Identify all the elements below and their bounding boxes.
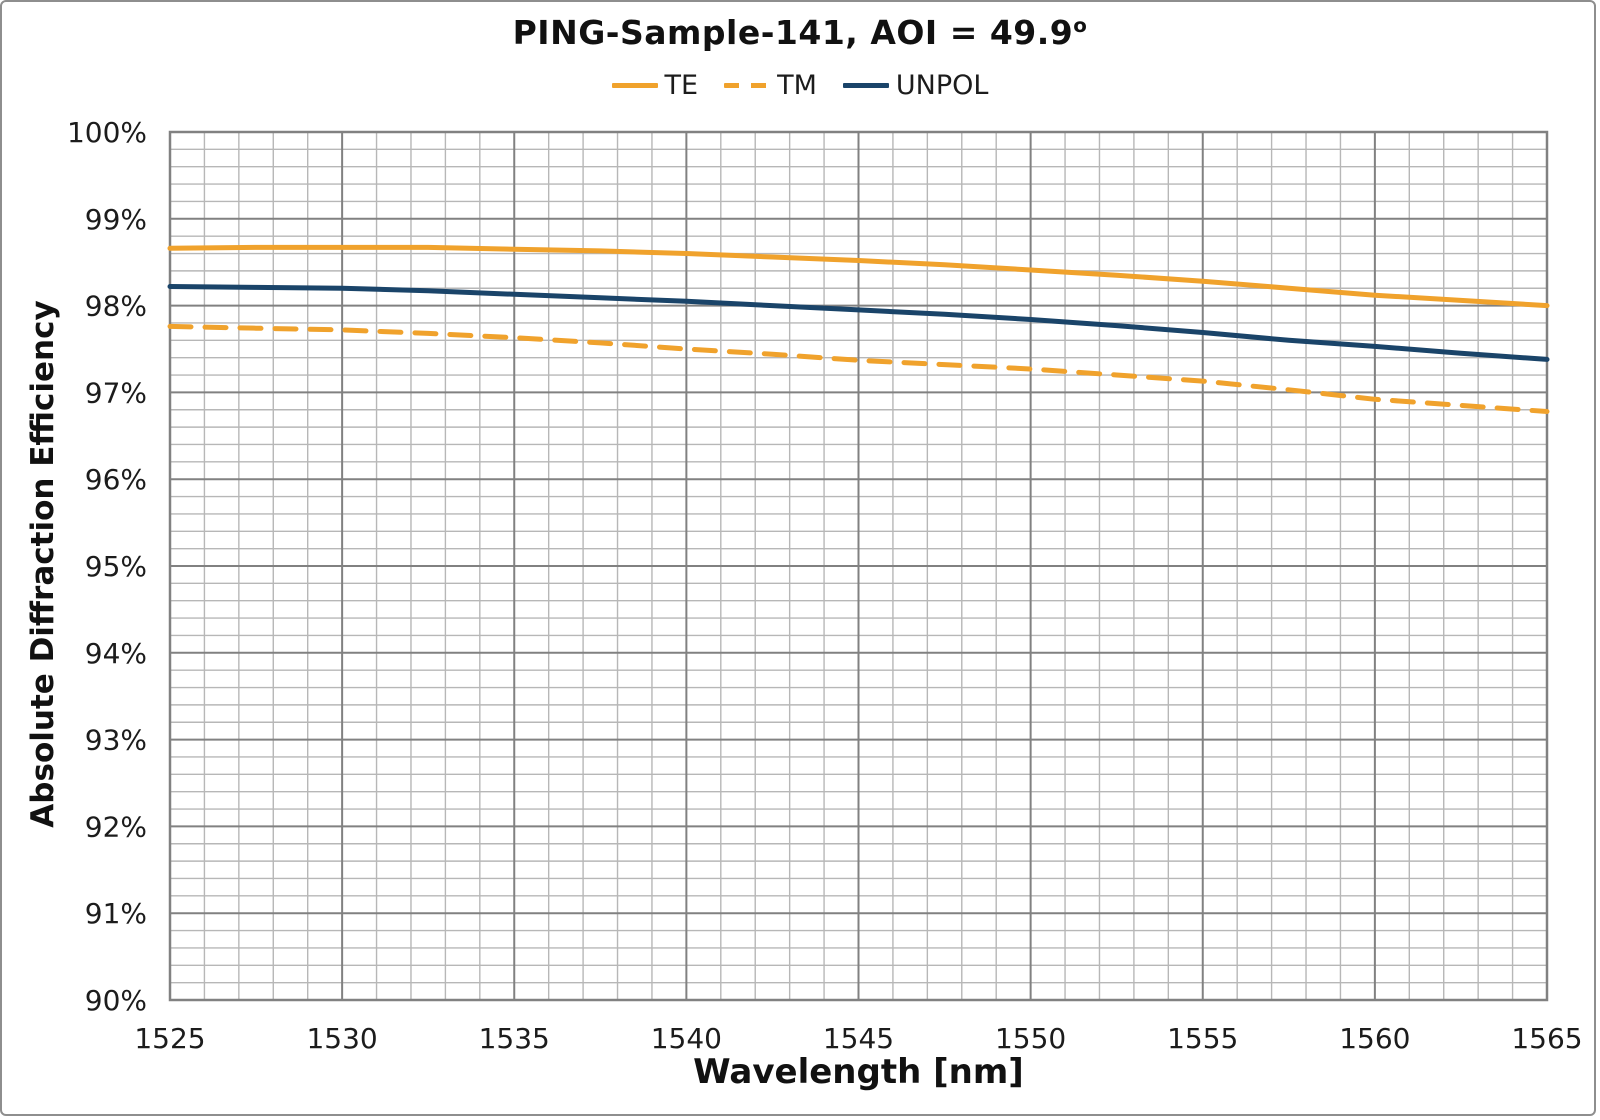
x-axis-tick-labels: 1525 1530 1535 1540 1545 1550 1555 1560 1565 bbox=[134, 1022, 1582, 1055]
y-tick-label: 96% bbox=[85, 463, 147, 496]
x-tick-label: 1560 bbox=[1339, 1022, 1410, 1055]
y-tick-label: 93% bbox=[85, 724, 147, 757]
x-tick-label: 1525 bbox=[134, 1022, 205, 1055]
x-tick-label: 1535 bbox=[479, 1022, 550, 1055]
y-axis-tick-labels: 100% 99% 98% 97% 96% 95% 94% 93% 92% 91% 90% bbox=[67, 116, 147, 1017]
unpol-line-swatch-icon bbox=[842, 83, 889, 88]
plot-border bbox=[168, 130, 1549, 1002]
legend-item-unpol: UNPOL bbox=[842, 70, 989, 101]
x-tick-label: 1555 bbox=[1167, 1022, 1238, 1055]
tm-dashed-line-swatch-icon bbox=[724, 83, 771, 88]
y-tick-label: 95% bbox=[85, 550, 147, 583]
x-tick-label: 1530 bbox=[306, 1022, 377, 1055]
x-tick-label: 1565 bbox=[1511, 1022, 1582, 1055]
y-tick-label: 90% bbox=[85, 984, 147, 1017]
y-tick-label: 91% bbox=[85, 897, 147, 930]
chart-title-degree-superscript: o bbox=[1073, 14, 1088, 37]
y-tick-label: 97% bbox=[85, 376, 147, 409]
series-line-tm bbox=[167, 323, 1550, 414]
x-tick-label: 1545 bbox=[823, 1022, 894, 1055]
y-tick-label: 100% bbox=[67, 116, 147, 149]
te-line-swatch-icon bbox=[611, 83, 658, 88]
chart-title: PING-Sample-141, AOI = 49.9o bbox=[0, 13, 1600, 52]
chart-title-text: PING-Sample-141, AOI = 49.9 bbox=[512, 13, 1074, 52]
y-tick-label: 98% bbox=[85, 290, 147, 323]
legend: TE TM UNPOL bbox=[0, 70, 1600, 101]
y-tick-label: 94% bbox=[85, 637, 147, 670]
y-tick-label: 99% bbox=[85, 203, 147, 236]
series-line-unpol bbox=[167, 284, 1550, 362]
legend-label-te: TE bbox=[664, 70, 699, 101]
x-tick-label: 1550 bbox=[995, 1022, 1066, 1055]
legend-item-te: TE bbox=[611, 70, 699, 101]
y-tick-label: 92% bbox=[85, 810, 147, 843]
x-axis-title: Wavelength [nm] bbox=[693, 1052, 1024, 1092]
x-tick-label: 1540 bbox=[651, 1022, 722, 1055]
legend-label-tm: TM bbox=[777, 70, 817, 101]
series-line-te bbox=[167, 244, 1550, 309]
legend-item-tm: TM bbox=[724, 70, 817, 101]
legend-label-unpol: UNPOL bbox=[895, 70, 989, 101]
